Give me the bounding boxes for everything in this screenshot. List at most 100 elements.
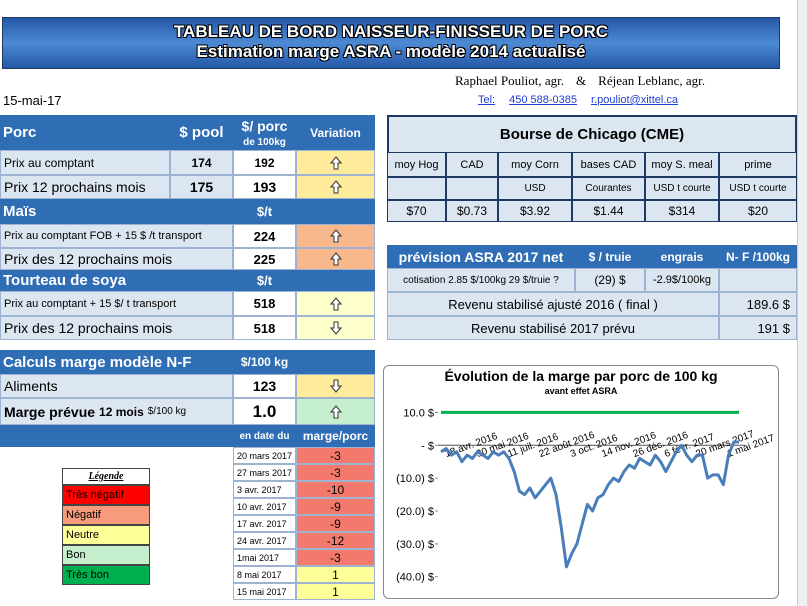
value: 123 bbox=[233, 374, 296, 398]
variation bbox=[296, 150, 375, 175]
history-value: -3 bbox=[296, 464, 375, 481]
asra-header: $ / truie bbox=[575, 245, 645, 268]
marge-label: 12 mois bbox=[99, 404, 144, 419]
asra-label: Revenu stabilisé ajusté 2016 ( final ) bbox=[387, 292, 719, 316]
asra-value: 189.6 $ bbox=[719, 292, 797, 316]
y-tick-label: 10.0 $ bbox=[403, 407, 434, 419]
asra-header: N- F /100kg bbox=[719, 245, 797, 268]
history-date: 3 avr. 2017 bbox=[233, 481, 296, 498]
cme-unit: Courantes bbox=[572, 177, 645, 200]
history-value: 1 bbox=[296, 566, 375, 583]
asra-truie: (29) $ bbox=[575, 268, 645, 292]
column-header: de 100kg bbox=[233, 135, 296, 150]
cme-column: moy S. meal bbox=[645, 152, 719, 177]
asra-label: Revenu stabilisé 2017 prévu bbox=[387, 316, 719, 340]
history-date: 24 avr. 2017 bbox=[233, 532, 296, 549]
row-label: Prix au comptant + 15 $/ t transport bbox=[0, 291, 233, 316]
variation bbox=[296, 224, 375, 248]
row-label: Prix des 12 prochains mois bbox=[0, 316, 233, 340]
email[interactable]: r.pouliot@xittel.ca bbox=[591, 94, 679, 106]
column-header: Variation bbox=[296, 115, 375, 150]
variation bbox=[296, 374, 375, 398]
contact: Tel: 450 588-0385 r.pouliot@xittel.ca bbox=[478, 94, 692, 106]
arrow-up bbox=[329, 252, 342, 266]
pool-price: 174 bbox=[170, 150, 233, 175]
cme-value: $20 bbox=[719, 200, 797, 222]
row-label: Aliments bbox=[0, 374, 233, 398]
history-date: 27 mars 2017 bbox=[233, 464, 296, 481]
column-header: $ pool bbox=[170, 115, 233, 150]
marge-label: $/100 kg bbox=[147, 406, 187, 417]
cme-column: moy Corn bbox=[498, 152, 572, 177]
row-label: Marge prévue 12 mois $/100 kg bbox=[0, 398, 233, 425]
arrow-up bbox=[329, 229, 342, 243]
header-fill bbox=[296, 270, 375, 291]
author: Réjean Leblanc, agr. bbox=[598, 73, 706, 88]
arrow-down bbox=[329, 321, 342, 335]
authors: Raphael Pouliot, agr. & Réjean Leblanc, ag… bbox=[455, 73, 717, 89]
line bbox=[440, 440, 739, 569]
cme-unit bbox=[387, 177, 446, 200]
history-value: 1 bbox=[296, 583, 375, 600]
scrollbar bbox=[797, 0, 807, 606]
column-header: $/ porc bbox=[233, 115, 296, 137]
variation bbox=[296, 398, 375, 425]
author: Raphael Pouliot, agr. bbox=[455, 73, 565, 88]
header-fill bbox=[296, 199, 375, 224]
row-label: Prix au comptant bbox=[0, 150, 170, 175]
unit-header: $/t bbox=[233, 270, 296, 291]
legend-item: Négatif bbox=[62, 505, 150, 525]
y-tick-label: (20.0) $ bbox=[396, 506, 434, 518]
legend-title: Légende bbox=[62, 468, 150, 485]
history-date: 17 avr. 2017 bbox=[233, 515, 296, 532]
history-value: -12 bbox=[296, 532, 375, 549]
banner: TABLEAU DE BORD NAISSEUR-FINISSEUR DE PO… bbox=[2, 17, 780, 69]
arrow-up bbox=[329, 155, 342, 169]
asra-cotisation: cotisation 2.85 $/100kg 29 $/truie ? bbox=[387, 268, 575, 292]
history-date: 20 mars 2017 bbox=[233, 447, 296, 464]
asra-engrais: -2.9$/100kg bbox=[645, 268, 719, 292]
cme-column: CAD bbox=[446, 152, 498, 177]
cme-value: $1.44 bbox=[572, 200, 645, 222]
history-value: -3 bbox=[296, 447, 375, 464]
cme-unit bbox=[446, 177, 498, 200]
cme-column: moy Hog bbox=[387, 152, 446, 177]
phone[interactable]: 450 588-0385 bbox=[509, 94, 578, 106]
cme-column: prime bbox=[719, 152, 797, 177]
asra-fill bbox=[719, 268, 797, 292]
row-label: Prix des 12 prochains mois bbox=[0, 248, 233, 270]
history-date: 1mai 2017 bbox=[233, 549, 296, 566]
asra-header: prévision ASRA 2017 net bbox=[387, 245, 575, 268]
ampersand: & bbox=[576, 73, 587, 88]
column-header: marge/porc bbox=[296, 425, 375, 447]
column-header: en date du bbox=[233, 425, 296, 447]
marge-label: Marge prévue bbox=[4, 403, 96, 420]
arrow-down bbox=[329, 379, 342, 393]
pool-price: 175 bbox=[170, 175, 233, 199]
row-label: Prix 12 prochains mois bbox=[0, 175, 170, 199]
price-100kg: 192 bbox=[233, 150, 296, 175]
chart-title: Évolution de la marge par porc de 100 kg bbox=[444, 368, 717, 384]
asra-value: 191 $ bbox=[719, 316, 797, 340]
chart-subtitle: avant effet ASRA bbox=[545, 386, 618, 396]
phone-label: Tel: bbox=[478, 94, 496, 106]
title: TABLEAU DE BORD NAISSEUR-FINISSEUR DE PO… bbox=[173, 22, 609, 41]
history-value: -9 bbox=[296, 498, 375, 515]
section-header: Maïs bbox=[0, 199, 233, 224]
legend-item: Très bon bbox=[62, 565, 150, 585]
unit-header: $/t bbox=[233, 199, 296, 224]
legend-item: Neutre bbox=[62, 525, 150, 545]
price: 518 bbox=[233, 291, 296, 316]
section-header: Tourteau de soya bbox=[0, 270, 233, 291]
price-100kg: 193 bbox=[233, 175, 296, 199]
cme-value: $3.92 bbox=[498, 200, 572, 222]
arrow-up bbox=[329, 180, 342, 194]
variation bbox=[296, 248, 375, 270]
cme-title: Bourse de Chicago (CME) bbox=[499, 126, 685, 143]
legend-item: Bon bbox=[62, 545, 150, 565]
date: 15-mai-17 bbox=[3, 93, 62, 108]
arrow-up bbox=[329, 296, 342, 310]
cme-unit: USD bbox=[498, 177, 572, 200]
cme-unit: USD t courte bbox=[719, 177, 797, 200]
y-tick-label: (40.0) $ bbox=[396, 572, 434, 584]
